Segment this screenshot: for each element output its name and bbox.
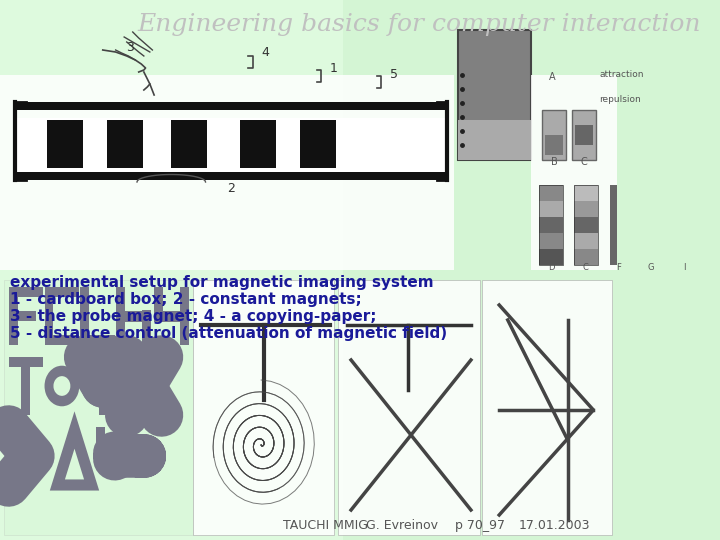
Text: p 70_97: p 70_97	[454, 519, 505, 532]
Text: C: C	[582, 263, 589, 272]
Text: G. Evreinov: G. Evreinov	[366, 519, 438, 532]
Wedge shape	[45, 366, 79, 406]
Bar	[45, 287, 79, 298]
Bar	[539, 201, 564, 217]
Bar	[17, 102, 445, 110]
Bar	[122, 427, 130, 468]
Bar	[574, 249, 598, 265]
Bar	[621, 185, 629, 265]
Bar	[574, 217, 598, 233]
Bar	[539, 233, 564, 249]
Bar	[17, 172, 445, 180]
Bar	[539, 217, 564, 233]
Text: 2: 2	[228, 182, 235, 195]
Bar	[22, 357, 30, 415]
Text: repulsion: repulsion	[599, 95, 641, 104]
Bar	[81, 335, 115, 345]
Bar	[338, 280, 480, 535]
Text: 3: 3	[126, 41, 134, 54]
Bar	[45, 287, 53, 345]
Text: 5 - distance control (attenuation of magnetic field): 5 - distance control (attenuation of mag…	[10, 326, 447, 341]
Text: F: F	[616, 263, 621, 272]
Bar	[458, 30, 531, 160]
Text: 17.01.2003: 17.01.2003	[519, 519, 590, 532]
Bar	[657, 185, 666, 245]
Bar	[575, 125, 593, 145]
Bar	[9, 287, 43, 298]
Bar	[117, 287, 125, 345]
Bar	[539, 185, 564, 265]
Bar	[240, 120, 276, 168]
Bar	[154, 312, 189, 322]
Bar	[107, 120, 143, 168]
Text: 5: 5	[390, 68, 398, 81]
Bar	[154, 287, 163, 322]
Text: B: B	[551, 157, 557, 167]
Text: I: I	[683, 263, 685, 272]
Bar	[574, 233, 598, 249]
Text: attraction: attraction	[599, 70, 644, 79]
Bar	[542, 110, 566, 160]
Bar	[482, 280, 612, 535]
Bar	[572, 110, 596, 160]
Bar	[574, 185, 598, 265]
Text: Engineering basics for computer interaction: Engineering basics for computer interact…	[138, 13, 701, 36]
Bar	[193, 280, 334, 535]
Bar	[17, 118, 445, 172]
Bar	[539, 185, 564, 201]
Bar	[47, 120, 83, 168]
Bar	[4, 280, 193, 535]
Text: 1: 1	[330, 62, 338, 75]
Bar	[647, 185, 656, 255]
Bar	[180, 287, 189, 345]
Text: A: A	[549, 72, 556, 82]
Bar	[45, 335, 79, 345]
Text: TAUCHI MMIG: TAUCHI MMIG	[283, 519, 368, 532]
Text: 3 - the probe magnet; 4 - a copying-paper;: 3 - the probe magnet; 4 - a copying-pape…	[10, 309, 377, 324]
Bar	[9, 311, 37, 321]
Bar	[117, 312, 143, 322]
Text: G: G	[647, 263, 654, 272]
Bar	[96, 457, 130, 468]
Text: D: D	[548, 263, 554, 272]
Bar	[96, 427, 105, 468]
Bar	[81, 287, 89, 345]
Bar	[637, 185, 646, 265]
Bar	[9, 287, 17, 345]
Bar	[99, 386, 107, 415]
Bar	[531, 75, 616, 270]
Bar	[143, 310, 151, 345]
Text: 4: 4	[261, 46, 269, 59]
Bar	[544, 135, 564, 155]
Text: experimental setup for magnetic imaging system: experimental setup for magnetic imaging …	[10, 275, 434, 290]
Bar	[0, 0, 343, 540]
Bar	[610, 185, 616, 265]
Bar	[0, 75, 454, 270]
Bar	[9, 357, 43, 367]
Bar	[171, 120, 207, 168]
Bar	[458, 120, 531, 160]
Text: 1 - cardboard box; 2 - constant magnets;: 1 - cardboard box; 2 - constant magnets;	[10, 292, 362, 307]
Text: C: C	[580, 157, 588, 167]
Bar	[539, 249, 564, 265]
Bar	[574, 185, 598, 201]
Bar	[300, 120, 336, 168]
Bar	[574, 201, 598, 217]
